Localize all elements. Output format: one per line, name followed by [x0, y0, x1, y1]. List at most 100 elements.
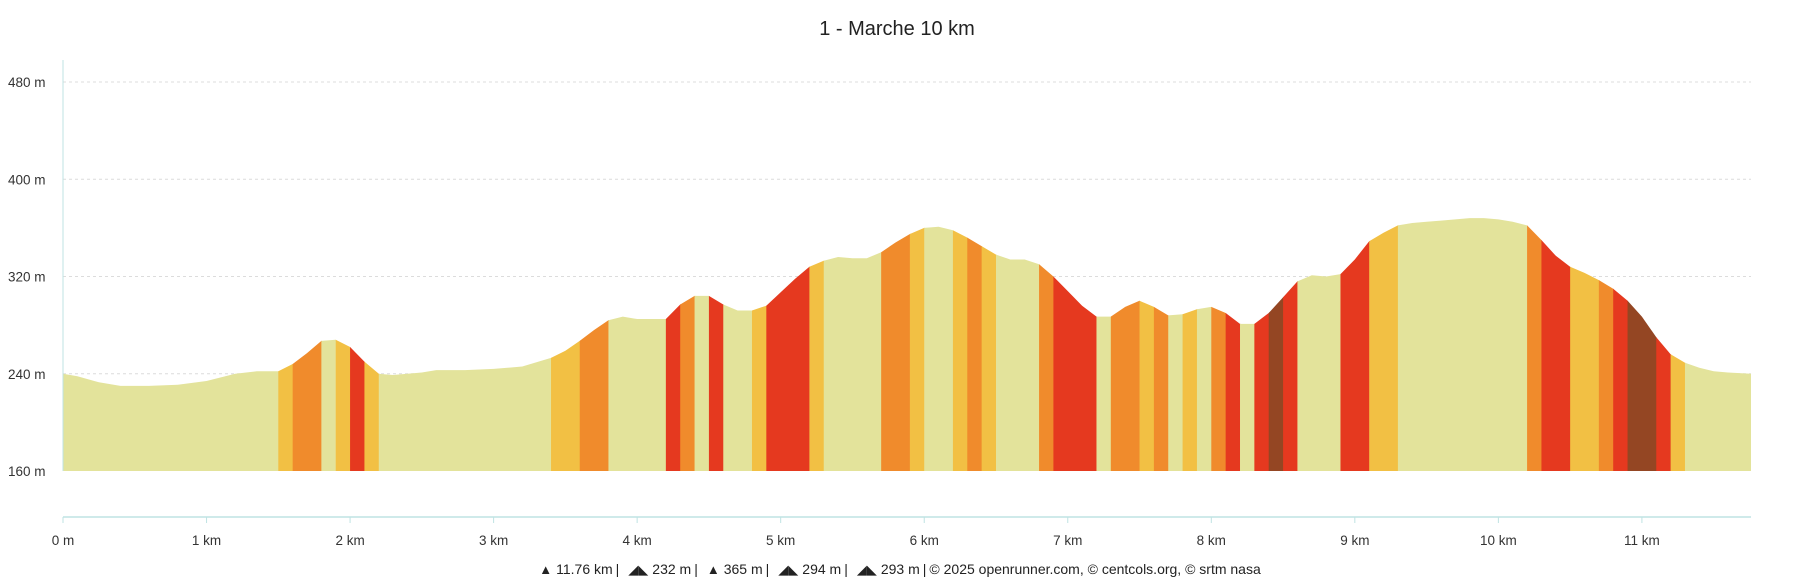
distance-icon: ▲ [539, 562, 553, 577]
y-tick: 160 m [8, 464, 46, 479]
gradient-segment-medium [1211, 218, 1227, 471]
y-tick-label: 320 m [8, 270, 46, 285]
gradient-segment-flat [823, 218, 882, 471]
gradient-segment-flat [1297, 218, 1342, 471]
gradient-segment-flat [1684, 218, 1751, 471]
gradient-segment-light [551, 218, 581, 471]
gradient-segment-medium [579, 218, 610, 471]
gradient-segment-flat [995, 218, 1040, 471]
gradient-segment-steep [1656, 218, 1672, 471]
gradient-segment-steep [1613, 218, 1629, 471]
gradient-segment-light [335, 218, 351, 471]
x-tick-label: 2 km [335, 533, 364, 548]
y-tick-label: 480 m [8, 75, 46, 90]
gradient-segment-light [809, 218, 825, 471]
x-tick: 6 km [910, 517, 939, 548]
x-tick-label: 4 km [623, 533, 652, 548]
gradient-segment-light [1570, 218, 1600, 471]
gradient-segment-medium [967, 218, 983, 471]
x-tick: 2 km [335, 517, 365, 548]
axes [62, 60, 1751, 518]
elevation-profile-chart: 160 m 240 m 320 m 400 m 480 m 0 m 1 km 2 km 3 k… [8, 60, 1751, 548]
gradient-segment-light [364, 218, 380, 471]
elevation-gain-icon: ◢◣ [628, 562, 649, 577]
x-tick: 5 km [766, 517, 795, 548]
gradient-segment-steep [708, 218, 724, 471]
gradient-segment-flat [924, 218, 954, 471]
x-tick-label: 8 km [1197, 533, 1226, 548]
x-tick-label: 1 km [192, 533, 221, 548]
max-altitude-icon: ▲ [706, 562, 720, 577]
y-tick: 240 m [8, 367, 46, 382]
max-altitude-value: 365 m [723, 561, 763, 577]
route-stats-footer: ▲ 11.76 km | ◢◣ 232 m | ▲ 365 m | ◢◣ 294 m | ◢◣ 293 m… [539, 561, 1261, 577]
credits-text: © 2025 openrunner.com, © centcols.org, ©… [929, 561, 1261, 577]
gradient-segment-flat [608, 218, 667, 471]
gradient-segment-medium [1110, 218, 1141, 471]
gradient-segment-flat [321, 218, 337, 471]
x-axis-ticks: 0 m 1 km 2 km 3 km 4 km 5 km 6 km 7 km 8 km 9 km 1… [52, 517, 1660, 548]
descent-value: 293 m [880, 561, 920, 577]
gradient-segment-steep [1225, 218, 1241, 471]
x-tick-label: 7 km [1053, 533, 1082, 548]
gradient-segment-light [278, 218, 294, 471]
gradient-segment-steep [766, 218, 810, 471]
gradient-segment-flat [63, 218, 279, 471]
gradient-segment-medium [292, 218, 322, 471]
gradient-segment-medium [1039, 218, 1054, 471]
x-tick: 10 km [1480, 517, 1517, 548]
gradient-segment-flat [1240, 218, 1255, 471]
gradient-segment-medium [1153, 218, 1169, 471]
gradient-segment-steep [350, 218, 366, 471]
x-tick: 7 km [1053, 517, 1082, 548]
gradient-segment-light [1182, 218, 1198, 471]
gradient-segment-flat [378, 218, 552, 471]
x-tick: 4 km [623, 517, 652, 548]
x-tick-label: 5 km [766, 533, 795, 548]
gradient-segment-very_steep [1268, 218, 1284, 471]
gradient-segment-steep [665, 218, 681, 471]
x-tick-label: 6 km [910, 533, 939, 548]
gradient-segment-steep [1283, 218, 1299, 471]
distance-value: 11.76 km [556, 561, 613, 577]
climb-icon: ◢◣ [778, 562, 799, 577]
y-tick-label: 400 m [8, 172, 46, 187]
gradient-segment-medium [881, 218, 911, 471]
x-tick: 1 km [192, 517, 221, 548]
x-tick: 8 km [1197, 517, 1226, 548]
gradient-segment-light [952, 218, 968, 471]
x-tick-label: 0 m [52, 533, 75, 548]
y-tick: 480 m [8, 75, 46, 90]
gradient-segment-medium [680, 218, 696, 471]
gradient-segment-light [1139, 218, 1155, 471]
y-tick-label: 240 m [8, 367, 46, 382]
climb-value: 294 m [802, 561, 842, 577]
gradient-segment-light [751, 218, 767, 471]
gradient-segment-steep [1053, 218, 1098, 471]
gradient-segment-flat [1397, 218, 1528, 471]
gradient-segment-light [981, 218, 997, 471]
gradient-segment-steep [1340, 218, 1370, 471]
chart-title: 1 - Marche 10 km [819, 18, 975, 40]
x-tick: 9 km [1340, 517, 1369, 548]
descent-icon: ◢◣ [856, 562, 877, 577]
gradient-segment-steep [1541, 218, 1571, 471]
x-tick: 0 m [52, 517, 75, 548]
x-tick-label: 10 km [1480, 533, 1517, 548]
gradient-segment-light [909, 218, 925, 471]
gradient-segment-flat [1196, 218, 1212, 471]
gradient-segments [63, 218, 1751, 471]
gradient-segment-flat [723, 218, 753, 471]
x-tick-label: 3 km [479, 533, 508, 548]
gradient-segment-light [1369, 218, 1399, 471]
gradient-segment-very_steep [1627, 218, 1657, 471]
y-tick-label: 160 m [8, 464, 46, 479]
gradient-segment-flat [1168, 218, 1184, 471]
x-tick: 11 km [1624, 517, 1660, 548]
gradient-segment-steep [1254, 218, 1270, 471]
x-tick-label: 9 km [1340, 533, 1369, 548]
y-axis-ticks: 160 m 240 m 320 m 400 m 480 m [8, 75, 46, 479]
gradient-segment-flat [1096, 218, 1112, 471]
gradient-segment-light [1670, 218, 1686, 471]
y-tick: 320 m [8, 270, 46, 285]
